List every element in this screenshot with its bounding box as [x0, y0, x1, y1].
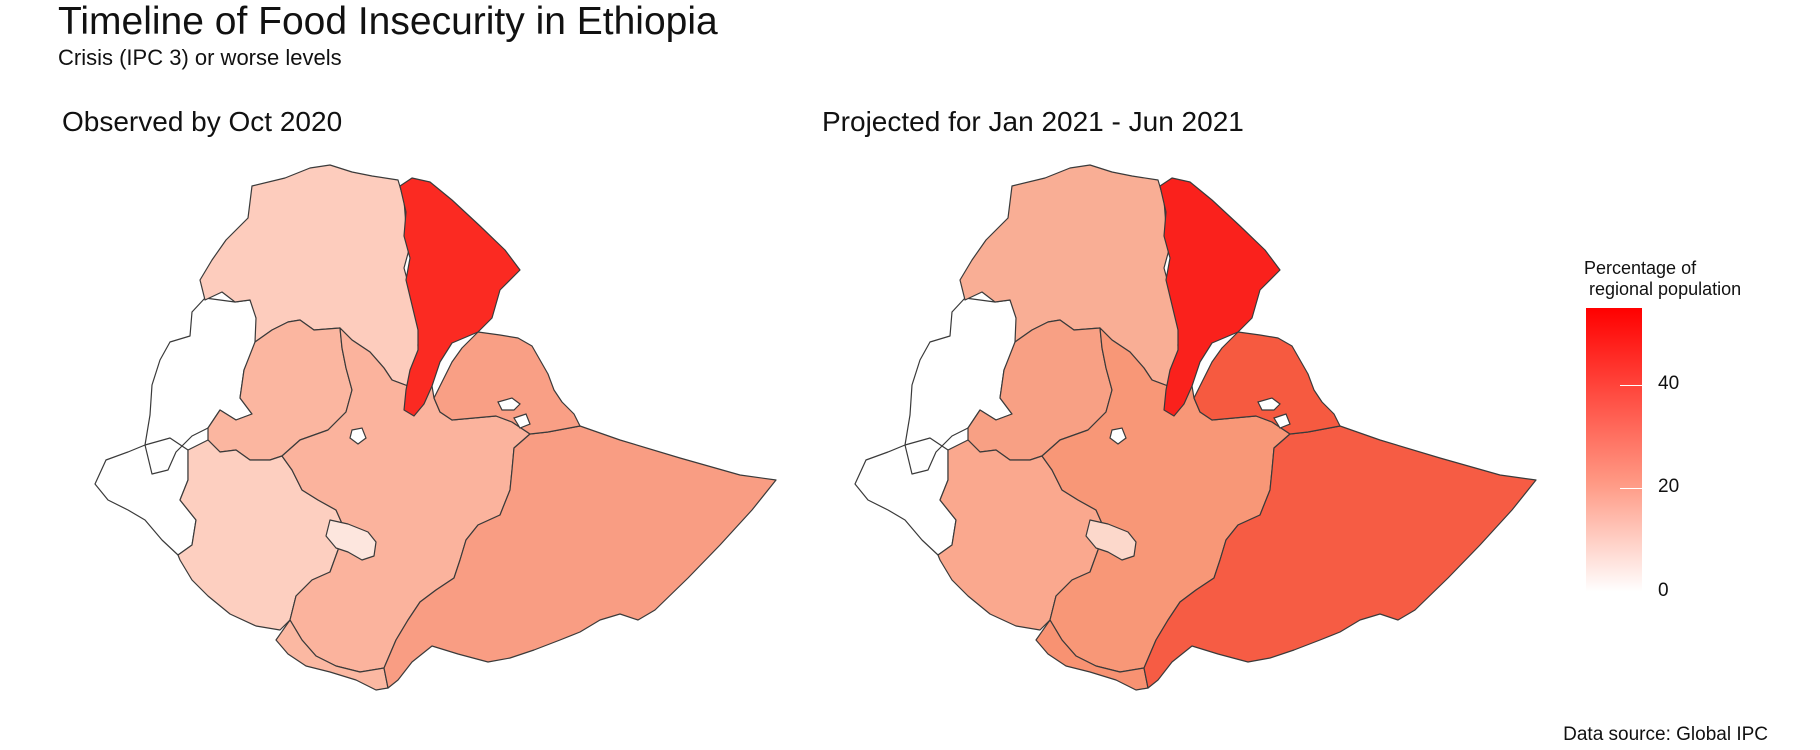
- map-observed: [94, 164, 777, 691]
- legend-tick-40: [1620, 385, 1642, 386]
- region-small-region: [1085, 519, 1137, 561]
- legend-tick-0: [1620, 592, 1642, 593]
- region-south-central: [1035, 619, 1149, 691]
- map-projected: [854, 164, 1537, 691]
- legend-label-20: 20: [1658, 476, 1680, 497]
- region-afar: [1193, 331, 1341, 435]
- region-enclave-2: [497, 397, 521, 411]
- chart-title: Timeline of Food Insecurity in Ethiopia: [58, 0, 718, 43]
- region-tigray: [399, 177, 521, 417]
- region-enclave-3: [1273, 413, 1291, 429]
- panel-title-projected: Projected for Jan 2021 - Jun 2021: [822, 106, 1244, 137]
- region-southeast: [383, 425, 777, 689]
- legend-title: Percentage of regional population: [1584, 258, 1742, 299]
- legend-tick-20: [1620, 488, 1642, 489]
- region-small-region: [325, 519, 377, 561]
- chart-subtitle: Crisis (IPC 3) or worse levels: [58, 45, 342, 70]
- panel-title-observed: Observed by Oct 2020: [62, 106, 343, 137]
- region-tigray: [1159, 177, 1281, 417]
- legend-label-0: 0: [1658, 580, 1669, 601]
- data-source-note: Data source: Global IPC: [1563, 724, 1768, 745]
- legend-label-40: 40: [1658, 373, 1680, 394]
- region-enclave-2: [1257, 397, 1281, 411]
- region-south-central: [275, 619, 389, 691]
- region-enclave-1: [1109, 427, 1127, 445]
- region-afar: [433, 331, 581, 435]
- region-enclave-1: [349, 427, 367, 445]
- legend-color-bar: [1586, 308, 1642, 592]
- region-southeast: [1143, 425, 1537, 689]
- region-enclave-3: [513, 413, 531, 429]
